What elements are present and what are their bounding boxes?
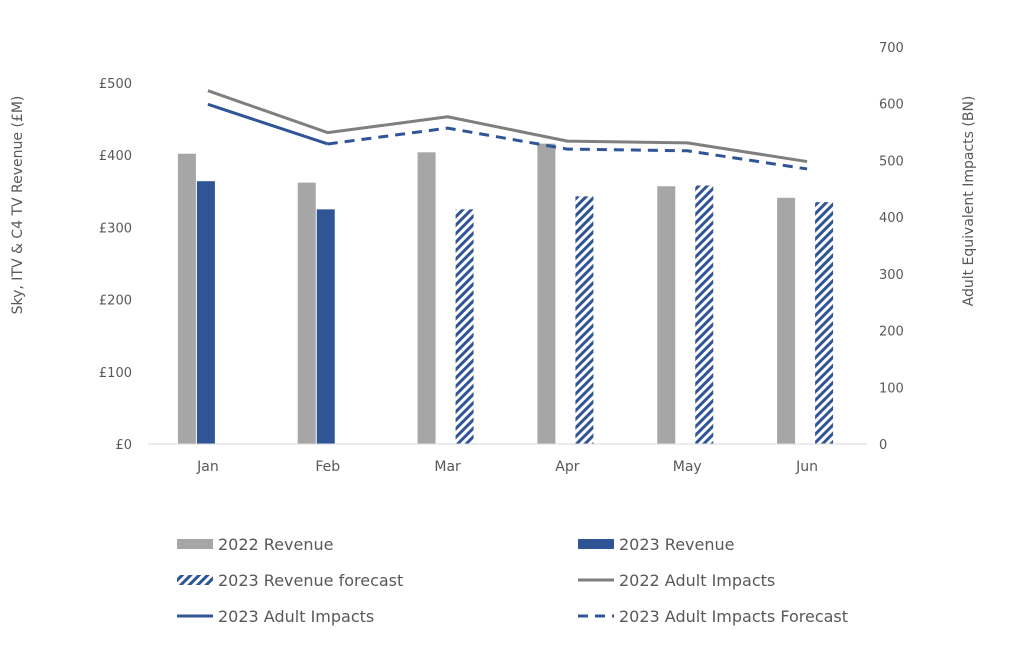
bar-2023-revenue-forecast: [575, 196, 594, 444]
legend-label: 2023 Adult Impacts Forecast: [619, 607, 848, 626]
x-axis-tick: Jun: [795, 459, 818, 475]
bar-2022-revenue: [777, 197, 796, 444]
legend-item-2023-adult-impacts-forecast: 2023 Adult Impacts Forecast: [578, 607, 848, 626]
right-axis-tick: 600: [879, 98, 904, 113]
line-2023-adult-impacts: [207, 102, 329, 146]
bar-2023-revenue-forecast: [455, 209, 474, 444]
left-axis-title: Sky, ITV & C4 TV Revenue (£M): [10, 96, 26, 315]
legend: 2022 Revenue 2023 Revenue 2023 Revenue for…: [177, 535, 848, 626]
bar-2022-revenue: [417, 152, 436, 444]
x-axis-tick: Feb: [315, 459, 340, 475]
right-axis-tick: 100: [879, 381, 904, 396]
legend-swatch: [578, 539, 614, 549]
legend-label: 2023 Adult Impacts: [218, 607, 374, 626]
right-axis-tick: 200: [879, 325, 904, 340]
legend-label: 2022 Adult Impacts: [619, 571, 775, 590]
bar-2023-revenue-forecast: [815, 202, 834, 444]
left-axis-tick: £400: [99, 149, 132, 164]
bar-2023-revenue: [196, 181, 215, 444]
bar-2023-revenue-forecast: [695, 185, 714, 445]
left-axis-tick: £200: [99, 294, 132, 309]
right-axis-tick: 400: [879, 211, 904, 226]
left-axis: £0 £100 £200 £300 £400 £500: [99, 77, 132, 453]
x-axis-tick: Apr: [555, 459, 579, 475]
right-axis-tick: 0: [879, 438, 887, 453]
line-2023-adult-impacts-forecast: [327, 126, 808, 171]
x-axis-tick: Jan: [196, 459, 219, 475]
bar-2022-revenue: [537, 143, 556, 444]
legend-item-2023-revenue-forecast: 2023 Revenue forecast: [177, 571, 403, 590]
legend-item-2023-adult-impacts: 2023 Adult Impacts: [177, 607, 374, 626]
right-axis-title: Adult Equivalent Impacts (BN): [961, 96, 977, 307]
bar-2022-revenue: [657, 186, 676, 444]
left-axis-tick: £100: [99, 366, 132, 381]
legend-item-2023-revenue: 2023 Revenue: [578, 535, 734, 554]
left-axis-tick: £300: [99, 221, 132, 236]
legend-item-2022-adult-impacts: 2022 Adult Impacts: [578, 571, 775, 590]
bar-2023-revenue: [316, 209, 335, 444]
line-series: [207, 89, 808, 171]
legend-label: 2022 Revenue: [218, 535, 333, 554]
line-2022-adult-impacts: [207, 89, 808, 164]
bar-2022-revenue: [177, 153, 196, 445]
x-axis-tick: May: [673, 459, 702, 475]
x-axis-ticks: Jan Feb Mar Apr May Jun: [196, 459, 818, 475]
left-axis-tick: £500: [99, 77, 132, 92]
left-axis-tick: £0: [115, 438, 132, 453]
bar-2022-revenue: [297, 182, 316, 445]
legend-label: 2023 Revenue forecast: [218, 571, 403, 590]
legend-label: 2023 Revenue: [619, 535, 734, 554]
x-axis-tick: Mar: [434, 459, 461, 475]
legend-swatch: [177, 539, 213, 549]
bar-series: [177, 143, 834, 445]
right-axis: 0 100 200 300 400 500 600 700: [879, 41, 904, 453]
right-axis-tick: 300: [879, 268, 904, 283]
right-axis-tick: 700: [879, 41, 904, 56]
legend-item-2022-revenue: 2022 Revenue: [177, 535, 333, 554]
legend-swatch: [177, 575, 213, 585]
right-axis-tick: 500: [879, 154, 904, 169]
